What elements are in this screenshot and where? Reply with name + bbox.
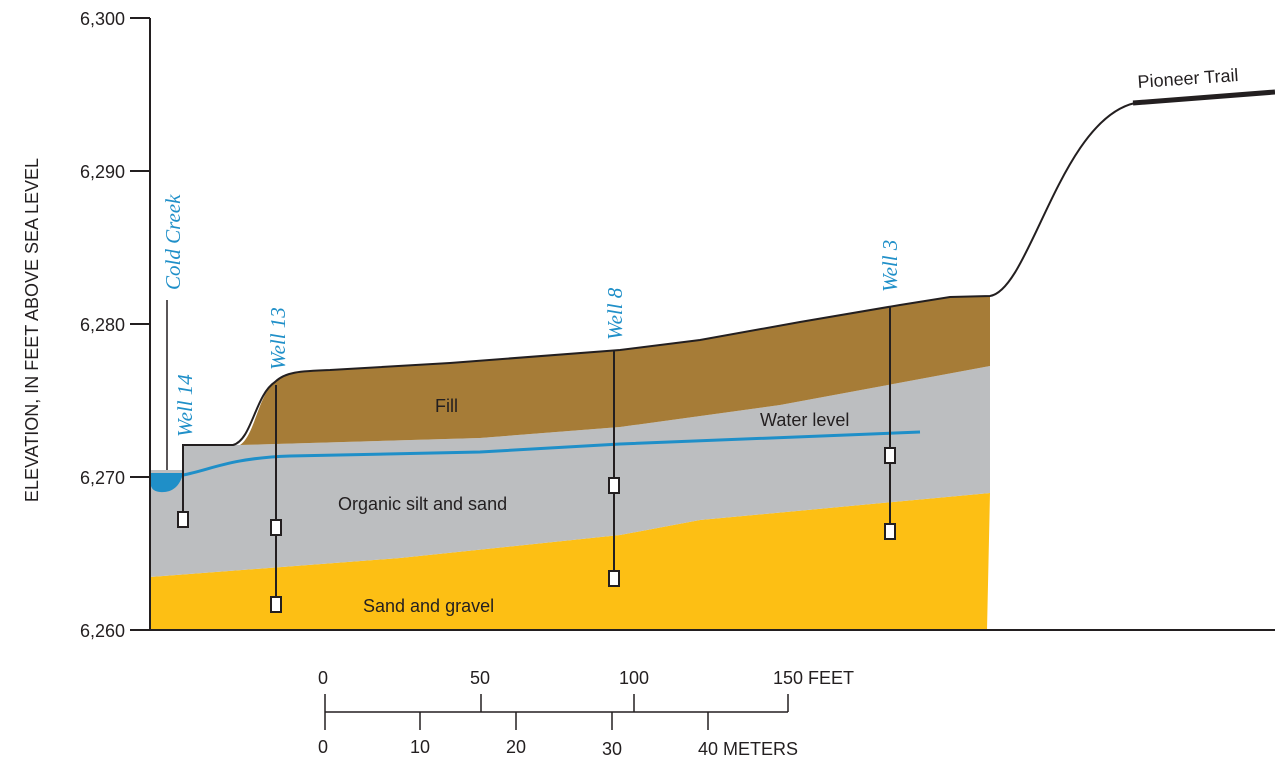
y-label: ELEVATION, IN FEET ABOVE SEA LEVEL <box>22 158 42 502</box>
scale-feet: 0 <box>318 668 328 688</box>
scale-meters: 0 <box>318 737 328 757</box>
scale-feet: 50 <box>470 668 490 688</box>
layer-label: Organic silt and sand <box>338 494 507 514</box>
y-tick: 6,270 <box>80 468 125 488</box>
y-tick: 6,300 <box>80 9 125 29</box>
well-label: Well 8 <box>603 287 627 340</box>
axis <box>130 17 1275 631</box>
y-tick: 6,290 <box>80 162 125 182</box>
y-tick: 6,280 <box>80 315 125 335</box>
scale-meters: 10 <box>410 737 430 757</box>
well-label: Well 13 <box>266 307 290 370</box>
scale-meters: 40 METERS <box>698 739 798 759</box>
wells <box>177 307 896 613</box>
sand-gravel <box>150 493 990 630</box>
water-label: Water level <box>760 410 849 430</box>
scale-meters: 20 <box>506 737 526 757</box>
y-tick: 6,260 <box>80 621 125 641</box>
well-label: Well 14 <box>173 374 197 437</box>
scale-feet: 150 FEET <box>773 668 854 688</box>
road-label: Pioneer Trail <box>1137 65 1239 92</box>
layer-label: Sand and gravel <box>363 596 494 616</box>
road <box>1132 89 1275 106</box>
creek-label: Cold Creek <box>161 194 185 290</box>
layer-label: Fill <box>435 396 458 416</box>
scale-bar <box>324 694 789 730</box>
creek <box>150 473 183 493</box>
organic-silt <box>150 366 990 577</box>
water-level <box>182 430 921 477</box>
ground-surface <box>182 102 1136 474</box>
scale-feet: 100 <box>619 668 649 688</box>
scale-meters: 30 <box>602 739 622 759</box>
well-label: Well 3 <box>878 240 902 292</box>
